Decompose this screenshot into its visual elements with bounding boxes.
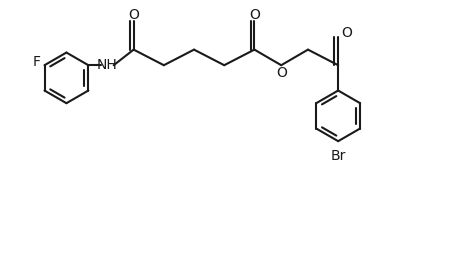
Text: O: O	[276, 67, 287, 80]
Text: O: O	[128, 7, 139, 22]
Text: O: O	[341, 26, 351, 40]
Text: O: O	[249, 7, 259, 22]
Text: Br: Br	[330, 149, 345, 163]
Text: NH: NH	[96, 58, 117, 72]
Text: F: F	[32, 55, 41, 69]
